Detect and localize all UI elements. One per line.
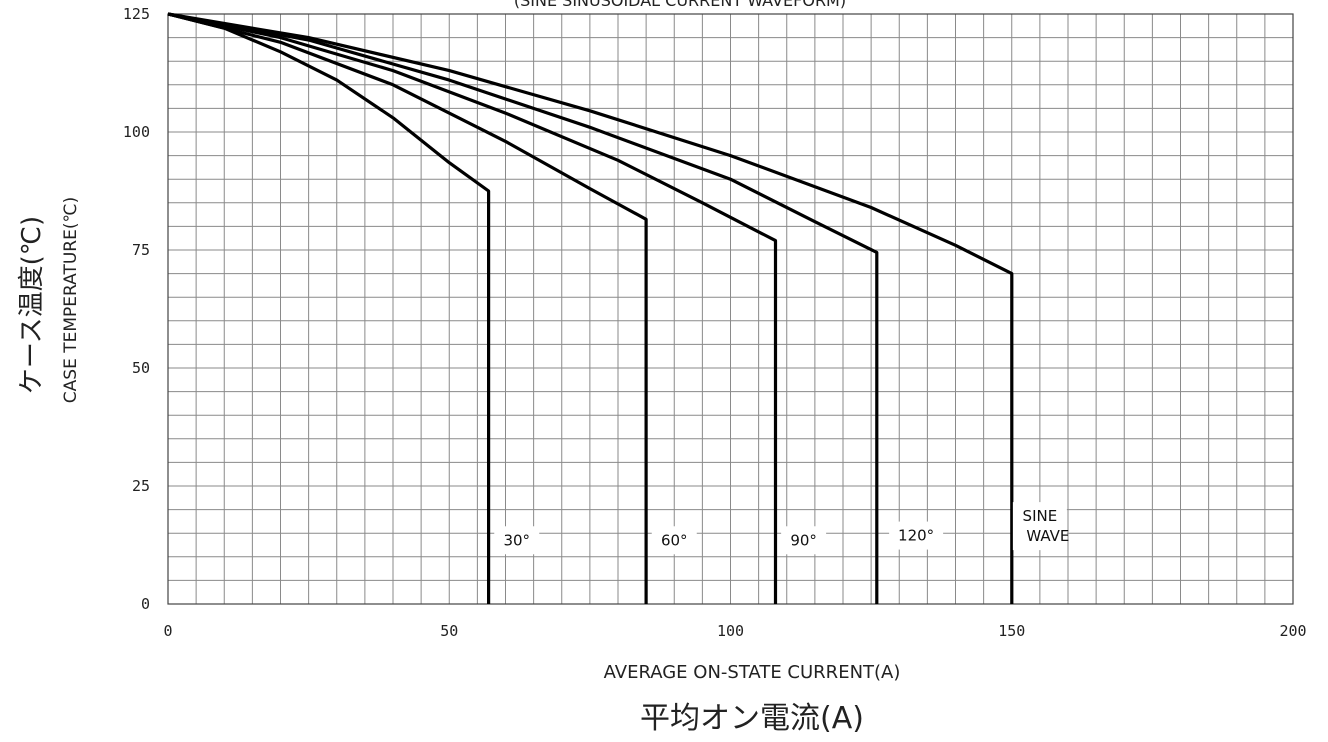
x-axis-title-ja: 平均オン電流(A) [640, 701, 864, 736]
y-axis-title-en: CASE TEMPERATURE(℃) [61, 197, 81, 403]
y-tick-label: 25 [132, 477, 150, 495]
x-tick-label: 50 [440, 622, 458, 640]
series-label: 120° [898, 527, 934, 545]
y-tick-label: 0 [141, 595, 150, 613]
y-tick-label: 100 [123, 123, 150, 141]
series-label-background [651, 526, 697, 555]
y-tick-label: 50 [132, 359, 150, 377]
series-label: 60° [661, 531, 688, 549]
series-label: 30° [503, 531, 530, 549]
y-tick-label: 75 [132, 241, 150, 259]
series-lines [167, 12, 1014, 604]
series-line [167, 12, 648, 604]
x-tick-label: 200 [1279, 622, 1306, 640]
x-tick-label: 150 [998, 622, 1025, 640]
series-labels: 30° 60° 90° 120° SINE WAVE [494, 502, 1070, 555]
series-line [167, 12, 778, 604]
series-line [167, 12, 491, 604]
y-axis-title-ja: ケース温度(℃) [17, 216, 47, 394]
y-tick-label: 125 [123, 5, 150, 23]
chart-header-fragment: (SINE SINUSOIDAL CURRENT WAVEFORM) [514, 0, 846, 10]
tick-labels: 0 50 100 150 200 0 25 50 75 100 125 [123, 5, 1307, 640]
x-tick-label: 100 [717, 622, 744, 640]
series-label-background [889, 521, 944, 550]
series-line [167, 12, 879, 604]
series-line [167, 12, 1014, 604]
x-tick-label: 0 [163, 622, 172, 640]
series-label: 90° [790, 531, 817, 549]
grid [167, 13, 1294, 605]
series-label-background [494, 526, 540, 555]
axes [167, 13, 1294, 605]
x-axis-title-en: AVERAGE ON-STATE CURRENT(A) [604, 662, 901, 683]
series-label-background [1012, 502, 1067, 551]
series-label-background [781, 526, 827, 555]
plot-border [167, 13, 1294, 605]
series-label: SINE WAVE [1023, 507, 1070, 545]
